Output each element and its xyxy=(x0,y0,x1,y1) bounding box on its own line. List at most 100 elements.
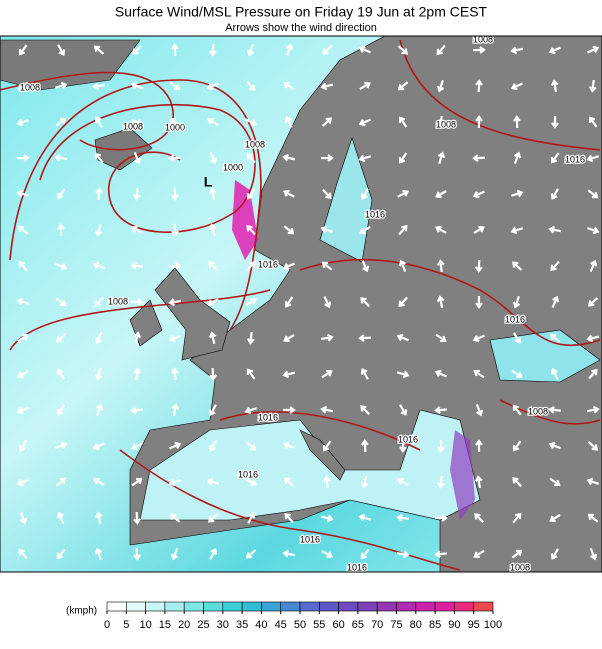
wind-arrow xyxy=(510,46,524,55)
colorbar-tick-label: 60 xyxy=(332,619,344,631)
wind-arrow xyxy=(16,478,29,487)
wind-arrow xyxy=(16,118,30,127)
wind-arrow xyxy=(17,225,29,235)
colorbar-tick-label: 90 xyxy=(448,619,460,631)
wind-arrow xyxy=(475,296,483,309)
wind-arrow xyxy=(358,334,372,342)
wind-arrow xyxy=(512,512,522,524)
wind-arrow xyxy=(245,118,258,127)
wind-arrow xyxy=(511,549,523,559)
wind-arrow xyxy=(321,550,333,559)
wind-arrow xyxy=(434,369,447,378)
isobar-label: 1008 xyxy=(20,82,40,92)
wind-arrow xyxy=(474,475,483,489)
colorbar-tick-label: 85 xyxy=(429,619,441,631)
subtitle: Arrows show the wind direction xyxy=(225,22,377,34)
wind-arrow xyxy=(397,81,409,91)
wind-arrow xyxy=(92,442,105,451)
wind-arrow xyxy=(512,404,522,416)
wind-arrow xyxy=(171,403,180,417)
colorbar-segment xyxy=(318,601,339,612)
wind-arrow xyxy=(245,441,256,451)
wind-arrow xyxy=(56,548,66,560)
wind-arrow xyxy=(587,441,599,451)
colorbar-tick-label: 0 xyxy=(104,619,110,631)
wind-arrow xyxy=(550,79,559,93)
colorbar-tick-label: 10 xyxy=(139,619,151,631)
wind-arrow xyxy=(132,44,142,55)
isobar-label: 1016 xyxy=(365,209,385,219)
isobar-label: 1008 xyxy=(436,119,456,129)
wind-arrow xyxy=(321,117,332,127)
wind-arrow xyxy=(473,549,485,559)
wind-arrow xyxy=(475,404,484,417)
wind-arrow xyxy=(397,189,410,198)
wind-arrow xyxy=(588,79,597,93)
wind-arrow xyxy=(246,43,255,57)
wind-arrow xyxy=(588,116,598,128)
wind-arrow xyxy=(321,369,333,379)
isobar-label: 1016 xyxy=(347,562,367,572)
wind-arrow xyxy=(360,405,371,416)
wind-arrow xyxy=(206,477,220,486)
wind-arrow xyxy=(586,405,600,414)
colorbar-segment xyxy=(299,601,320,612)
wind-arrow xyxy=(168,117,181,126)
wind-arrow xyxy=(207,117,219,126)
wind-arrow xyxy=(245,549,257,559)
colorbar-tick-label: 55 xyxy=(313,619,325,631)
wind-arrow xyxy=(131,477,143,487)
wind-arrow xyxy=(208,223,217,237)
isobar-label: 1000 xyxy=(223,162,243,172)
wind-arrow xyxy=(16,370,29,379)
wind-arrow xyxy=(282,441,295,450)
wind-arrow xyxy=(360,188,369,201)
wind-arrow xyxy=(472,46,486,54)
wind-arrow xyxy=(55,117,67,127)
wind-arrow xyxy=(93,45,105,55)
colorbar-segment xyxy=(145,601,166,612)
wind-arrow xyxy=(549,477,561,487)
wind-arrow xyxy=(472,334,485,343)
colorbar-tick-label: 95 xyxy=(468,619,480,631)
isobar-label: 1016 xyxy=(505,314,525,324)
wind-arrow xyxy=(549,333,561,343)
wind-arrow xyxy=(93,477,105,487)
wind-arrow xyxy=(283,406,296,414)
wind-arrow xyxy=(94,296,104,308)
title: Surface Wind/MSL Pressure on Friday 19 J… xyxy=(115,4,488,20)
wind-arrow xyxy=(436,79,445,93)
wind-arrow xyxy=(130,406,144,415)
wind-arrow xyxy=(399,404,408,416)
wind-arrow xyxy=(208,513,219,523)
greenland xyxy=(0,39,141,91)
wind-arrow xyxy=(247,511,256,524)
colorbar-tick-label: 80 xyxy=(410,619,422,631)
wind-arrow xyxy=(18,548,28,560)
wind-arrow xyxy=(208,440,217,452)
colorbar-segment xyxy=(280,601,301,612)
wind-arrow xyxy=(18,260,28,272)
wind-arrow xyxy=(94,152,104,164)
wind-arrow xyxy=(396,370,410,379)
wind-arrow xyxy=(588,368,598,380)
colorbar-segment xyxy=(454,601,474,612)
wind-arrow xyxy=(398,224,408,236)
wind-arrow xyxy=(360,475,369,489)
wind-arrow xyxy=(57,44,66,56)
wind-arrow xyxy=(169,441,182,450)
wind-arrow xyxy=(95,403,104,416)
wind-arrow xyxy=(550,152,560,164)
colorbar-segment xyxy=(376,601,397,612)
wind-arrow xyxy=(171,223,179,237)
wind-arrow xyxy=(94,115,103,128)
wind-arrow xyxy=(168,262,182,270)
wind-arrow xyxy=(206,298,219,307)
wind-arrow xyxy=(320,333,334,342)
wind-arrow xyxy=(209,152,218,165)
wind-arrow xyxy=(208,43,217,57)
isobar-label: 1016 xyxy=(258,259,278,269)
wind-arrow xyxy=(512,295,521,309)
colorbar-segment xyxy=(183,601,204,612)
wind-arrow xyxy=(55,333,67,343)
